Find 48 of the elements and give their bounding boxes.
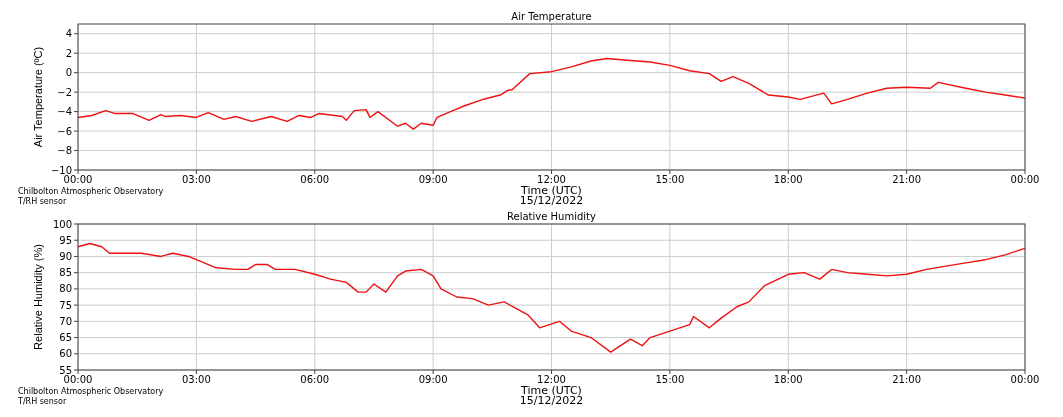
y-tick-label: 90 — [59, 250, 72, 262]
chart-title: Relative Humidity — [507, 211, 596, 222]
x-tick-label: 12:00 — [537, 174, 566, 185]
x-tick-label: 21:00 — [892, 174, 922, 185]
y-tick-label: −8 — [57, 145, 72, 157]
y-tick-label: 95 — [59, 234, 72, 246]
y-tick-label: 55 — [59, 364, 72, 376]
x-tick-label: 18:00 — [773, 374, 803, 385]
x-tick-label: 00:00 — [1010, 174, 1040, 185]
text: T/RH sensor — [17, 197, 67, 206]
y-axis-title: Relative Humidity (%) — [32, 244, 44, 350]
y-tick-label: −2 — [57, 86, 72, 98]
y-tick-label: 70 — [59, 315, 72, 327]
x-tick-label: 21:00 — [892, 374, 922, 385]
x-tick-label: 09:00 — [418, 374, 448, 385]
chart-title: Air Temperature — [511, 11, 592, 22]
y-tick-label: 2 — [65, 47, 72, 59]
line-series — [77, 57, 1026, 130]
y-tick-label: 65 — [59, 332, 72, 344]
x-tick-label: 03:00 — [181, 374, 211, 385]
y-tick-label: −10 — [50, 164, 72, 176]
y-tick-label: 100 — [52, 218, 72, 230]
y-tick-label: 85 — [59, 267, 72, 279]
y-tick-label: 60 — [59, 348, 72, 360]
x-tick-label: 06:00 — [300, 374, 330, 385]
y-axis-title: Air Temperature (ºC) — [32, 46, 44, 148]
y-tick-label: 75 — [59, 299, 72, 311]
x-tick-label: 03:00 — [181, 174, 211, 185]
line-series — [77, 242, 1026, 353]
x-tick-label: 15:00 — [655, 374, 685, 385]
y-tick-label: 80 — [59, 283, 72, 295]
x-tick-label: 00:00 — [63, 374, 93, 385]
text: T/RH sensor — [17, 397, 67, 406]
x-tick-label: 00:00 — [63, 174, 93, 185]
y-tick-label: −6 — [57, 125, 72, 137]
x-tick-label: 09:00 — [418, 174, 448, 185]
x-tick-label: 00:00 — [1010, 374, 1040, 385]
text: Chilbolton Atmospheric Observatory — [18, 387, 164, 396]
text: Chilbolton Atmospheric Observatory — [18, 187, 164, 196]
y-tick-label: 0 — [65, 67, 72, 79]
x-axis-title: Time (UTC) — [520, 184, 582, 197]
x-axis-title: Time (UTC) — [520, 384, 582, 397]
y-tick-label: 4 — [65, 28, 72, 40]
y-tick-label: −4 — [57, 106, 72, 118]
x-tick-label: 12:00 — [537, 374, 566, 385]
x-tick-label: 18:00 — [773, 174, 803, 185]
x-tick-label: 15:00 — [655, 174, 685, 185]
x-tick-label: 06:00 — [300, 174, 330, 185]
